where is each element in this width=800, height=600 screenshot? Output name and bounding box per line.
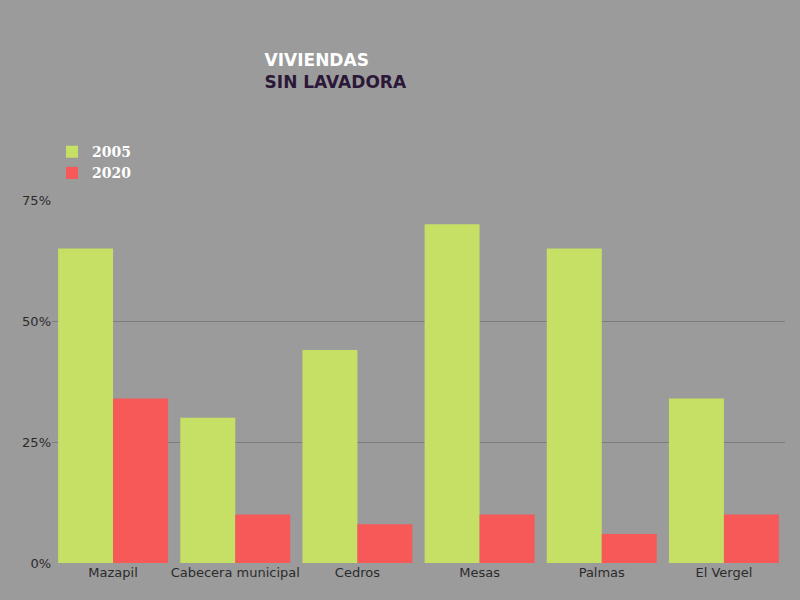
svg-text:25%: 25% (22, 435, 51, 450)
svg-text:El Vergel: El Vergel (696, 565, 753, 580)
svg-text:0%: 0% (30, 556, 51, 571)
svg-text:VIVIENDASSIN LAVADORA: VIVIENDASSIN LAVADORA (265, 50, 407, 92)
svg-text:Mazapil: Mazapil (88, 565, 137, 580)
svg-text:75%: 75% (22, 193, 51, 208)
svg-text:Palmas: Palmas (579, 565, 625, 580)
svg-text:2020: 2020 (92, 165, 131, 181)
svg-text:Mesas: Mesas (459, 565, 500, 580)
svg-text:50%: 50% (22, 314, 51, 329)
svg-text:Cabecera municipal: Cabecera municipal (171, 565, 300, 580)
svg-text:2005: 2005 (92, 144, 131, 160)
svg-text:Cedros: Cedros (335, 565, 380, 580)
